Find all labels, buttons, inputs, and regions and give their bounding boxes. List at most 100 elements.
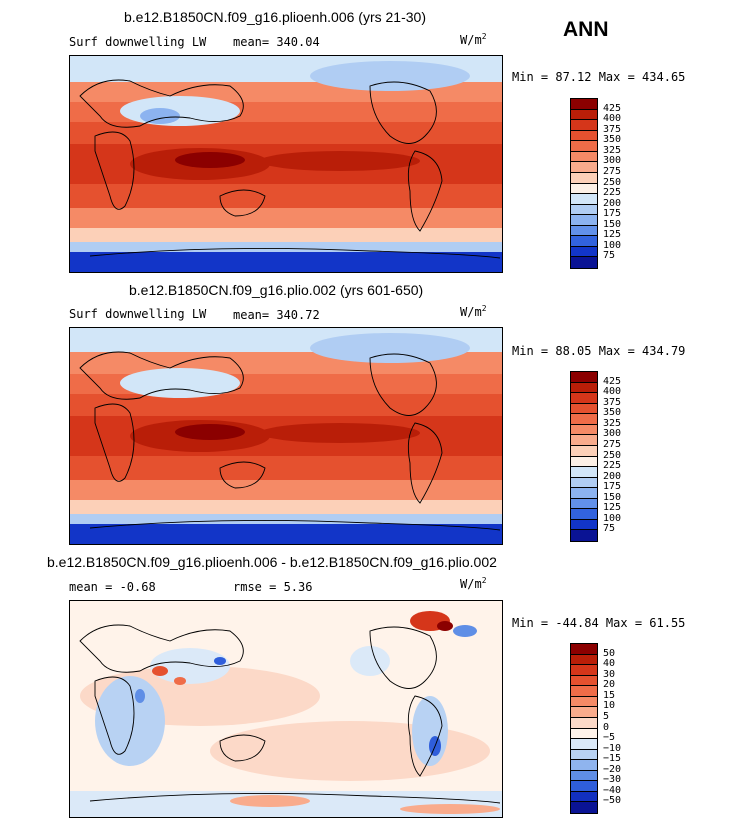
colorbar-swatch [571,141,597,152]
colorbar-tick-label: 50 [603,647,616,659]
colorbar-swatch [571,456,597,468]
colorbar-swatch [571,225,597,237]
colorbar-tick-label: 175 [603,481,622,493]
colorbar-swatch [571,728,597,740]
colorbar-tick-label: 15 [603,689,616,701]
colorbar-swatch [571,162,597,173]
colorbar-tick-label: 75 [603,523,616,535]
colorbar-tick-label: 300 [603,155,622,167]
panel-1-title: b.e12.B1850CN.f09_g16.plioenh.006 (yrs 2… [124,9,426,25]
colorbar-tick-label: 125 [603,502,622,514]
panel-2-variable: Surf downwelling LW [69,307,207,321]
colorbar-tick-label: −5 [603,732,616,744]
colorbar-tick-label: 0 [603,721,610,733]
colorbar-swatch [571,665,597,676]
colorbar-swatch [571,236,597,247]
panel-2-map [69,327,503,545]
colorbar-tick-label: 250 [603,449,622,461]
colorbar-tick-label: 375 [603,123,622,135]
panel-3-units: W/m2 [460,576,487,591]
colorbar-swatch [571,393,597,404]
colorbar-swatch [571,509,597,520]
colorbar-tick-label: 175 [603,208,622,220]
colorbar-swatch [571,749,597,761]
colorbar-tick-label: 200 [603,197,622,209]
colorbar-tick-label: 300 [603,428,622,440]
colorbar-swatch [571,172,597,184]
colorbar-tick-label: 5 [603,710,610,722]
panel-3-map [69,600,503,818]
panel-1-map [69,55,503,273]
colorbar-swatch [571,445,597,457]
colorbar-swatch [571,414,597,425]
colorbar-tick-label: 150 [603,218,622,230]
panel-1-variable: Surf downwelling LW [69,35,207,49]
colorbar-swatch [571,403,597,415]
colorbar-tick-label: 425 [603,102,622,114]
panel-3-mean: mean = -0.68 [69,580,156,594]
colorbar-tick-label: −15 [603,753,622,765]
colorbar-tick-label: 225 [603,460,622,472]
colorbar-tick-label: 100 [603,512,622,524]
season-label: ANN [563,18,609,41]
colorbar-swatch [571,372,597,383]
colorbar-tick-label: 10 [603,700,616,712]
colorbar-swatch [571,246,597,258]
colorbar-tick-label: −30 [603,774,622,786]
colorbar-tick-label: 400 [603,386,622,398]
colorbar-tick-label: 30 [603,668,616,680]
colorbar-tick-label: 200 [603,470,622,482]
colorbar-swatch [571,675,597,687]
colorbar-swatch [571,435,597,446]
colorbar-tick-label: 275 [603,438,622,450]
colorbar-tick-label: 150 [603,491,622,503]
colorbar-swatch [571,467,597,478]
colorbar-swatch [571,204,597,216]
colorbar-tick-label: 75 [603,250,616,262]
colorbar-swatch [571,99,597,110]
panel-1-units: W/m2 [460,32,487,47]
colorbar-swatch [571,739,597,750]
colorbar-swatch [571,130,597,142]
colorbar-tick-label: −40 [603,784,622,796]
panel-3-colorbar [570,643,598,814]
colorbar-tick-label: 325 [603,417,622,429]
colorbar-tick-label: 225 [603,187,622,199]
colorbar-swatch [571,109,597,121]
colorbar-swatch [571,770,597,782]
colorbar-swatch [571,654,597,666]
colorbar-swatch [571,686,597,697]
colorbar-swatch [571,707,597,718]
colorbar-swatch [571,215,597,226]
panel-1-mean: mean= 340.04 [233,35,320,49]
colorbar-tick-label: 350 [603,134,622,146]
colorbar-swatch [571,802,597,813]
panel-3-minmax: Min = -44.84 Max = 61.55 [512,616,686,630]
colorbar-swatch [571,498,597,510]
colorbar-swatch [571,151,597,163]
panel-2-title: b.e12.B1850CN.f09_g16.plio.002 (yrs 601-… [129,282,424,298]
panel-1-minmax: Min = 87.12 Max = 434.65 [512,70,686,84]
colorbar-tick-label: 425 [603,375,622,387]
colorbar-tick-label: 350 [603,407,622,419]
panel-2-colorbar [570,371,598,542]
colorbar-swatch [571,519,597,531]
colorbar-tick-label: 250 [603,176,622,188]
colorbar-swatch [571,120,597,131]
panel-1-colorbar [570,98,598,269]
colorbar-swatch [571,530,597,541]
colorbar-swatch [571,477,597,489]
panel-2-minmax: Min = 88.05 Max = 434.79 [512,344,686,358]
colorbar-swatch [571,791,597,803]
colorbar-swatch [571,488,597,499]
colorbar-tick-label: 325 [603,144,622,156]
colorbar-swatch [571,424,597,436]
colorbar-swatch [571,717,597,729]
colorbar-swatch [571,257,597,268]
panel-2-units: W/m2 [460,304,487,319]
colorbar-tick-label: 100 [603,239,622,251]
panel-2-mean: mean= 340.72 [233,308,320,322]
colorbar-tick-label: 40 [603,658,616,670]
colorbar-tick-label: 20 [603,679,616,691]
colorbar-tick-label: −10 [603,742,622,754]
